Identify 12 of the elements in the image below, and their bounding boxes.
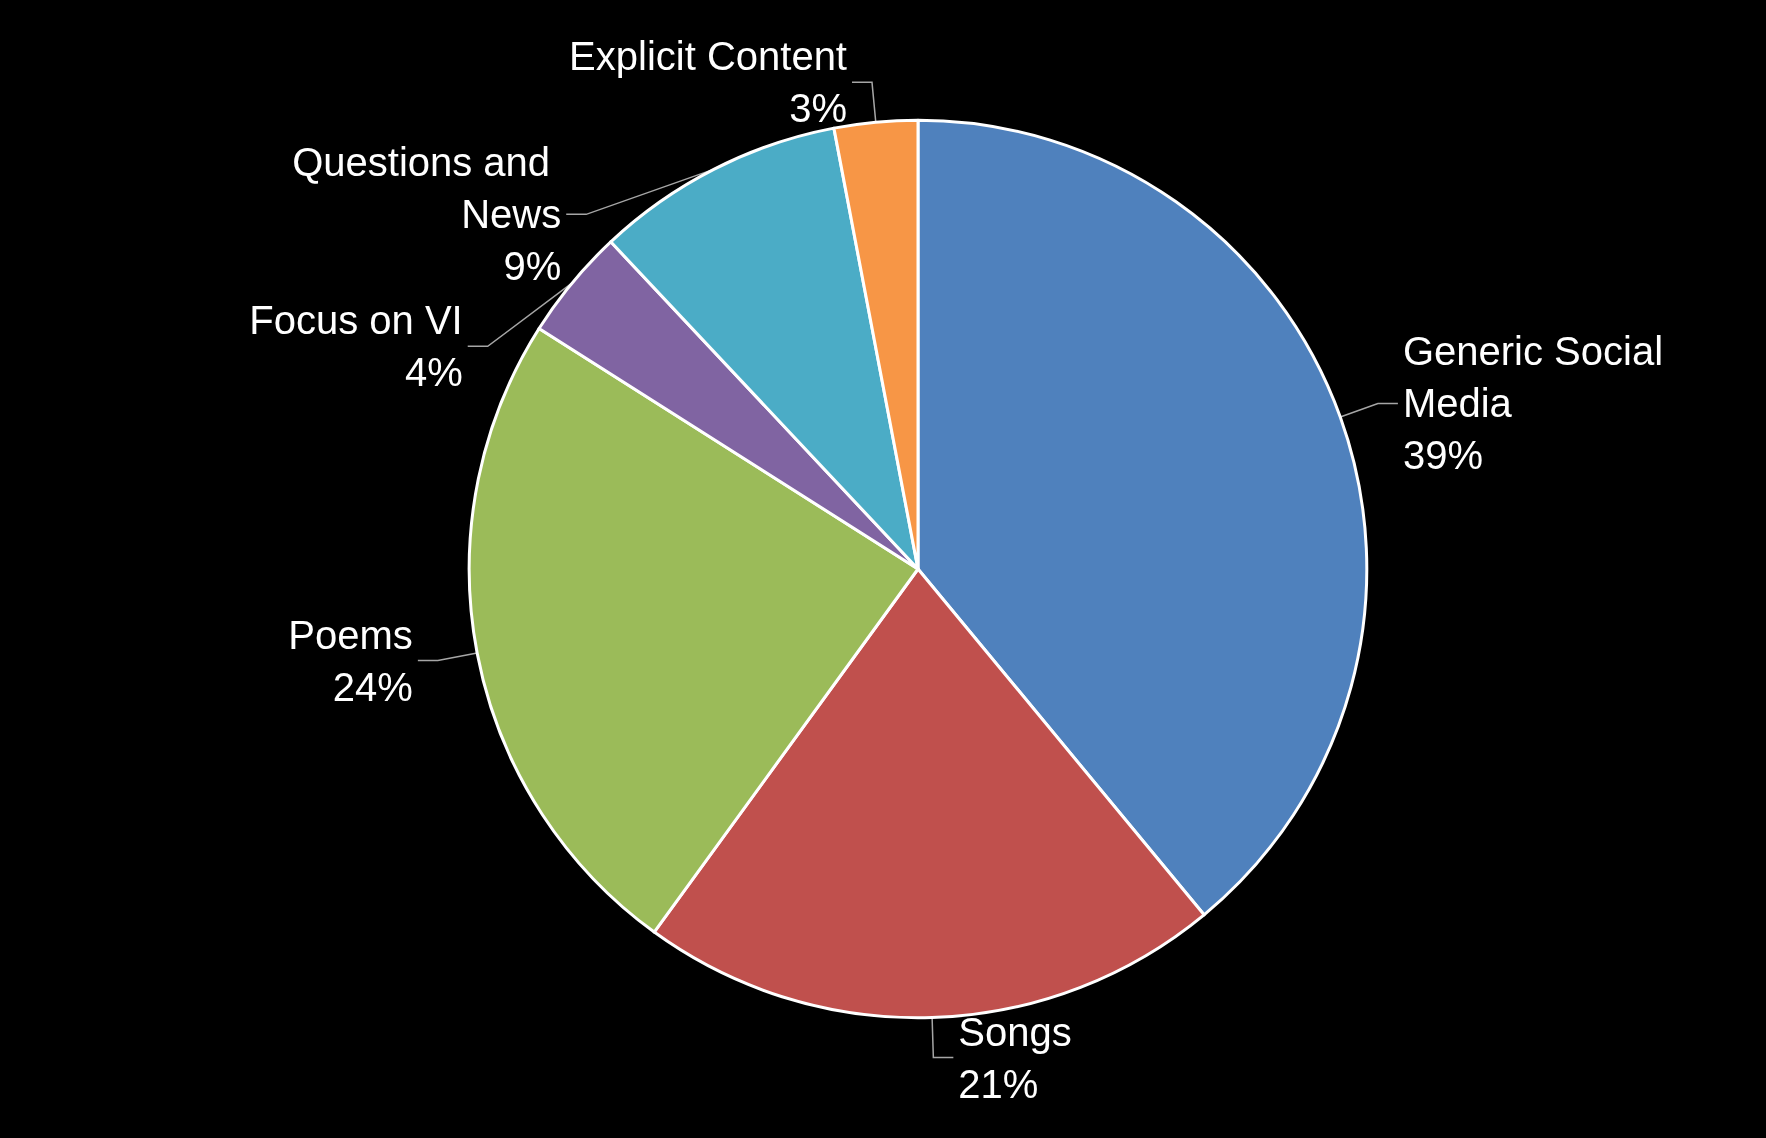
data-label: 3% bbox=[789, 86, 847, 131]
slice-label: Poems bbox=[288, 612, 413, 657]
slice-label: Generic Social Media bbox=[1402, 329, 1675, 426]
slice-label: Focus on VI bbox=[249, 298, 463, 343]
data-label: 9% bbox=[503, 244, 562, 289]
slice-label: Questions and News bbox=[292, 140, 562, 237]
slice-label: Songs bbox=[958, 1009, 1072, 1054]
data-label: 24% bbox=[332, 664, 413, 709]
data-label: 4% bbox=[404, 350, 463, 395]
slice-label: Explicit Content bbox=[569, 34, 847, 79]
data-label: 21% bbox=[958, 1061, 1039, 1106]
data-label: 39% bbox=[1402, 433, 1483, 478]
